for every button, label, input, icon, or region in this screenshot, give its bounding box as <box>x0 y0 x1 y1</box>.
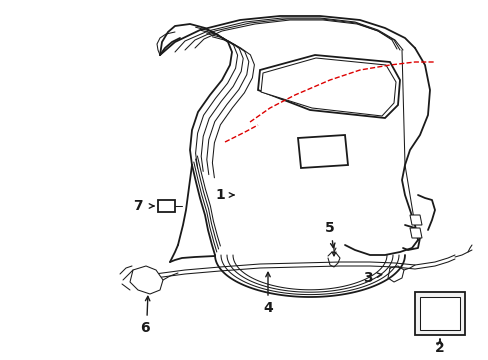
Text: 2: 2 <box>434 341 444 355</box>
Polygon shape <box>297 135 347 168</box>
Polygon shape <box>409 228 421 238</box>
Text: 1: 1 <box>215 188 224 202</box>
Polygon shape <box>258 55 399 118</box>
Text: 4: 4 <box>263 301 272 315</box>
Polygon shape <box>409 215 421 225</box>
Polygon shape <box>419 297 459 330</box>
Polygon shape <box>130 266 163 294</box>
Polygon shape <box>414 292 464 335</box>
Text: 7: 7 <box>133 199 142 213</box>
Text: 5: 5 <box>325 221 334 235</box>
Polygon shape <box>261 58 395 116</box>
Text: 6: 6 <box>140 321 149 335</box>
Polygon shape <box>158 200 175 212</box>
Text: 3: 3 <box>363 271 372 285</box>
